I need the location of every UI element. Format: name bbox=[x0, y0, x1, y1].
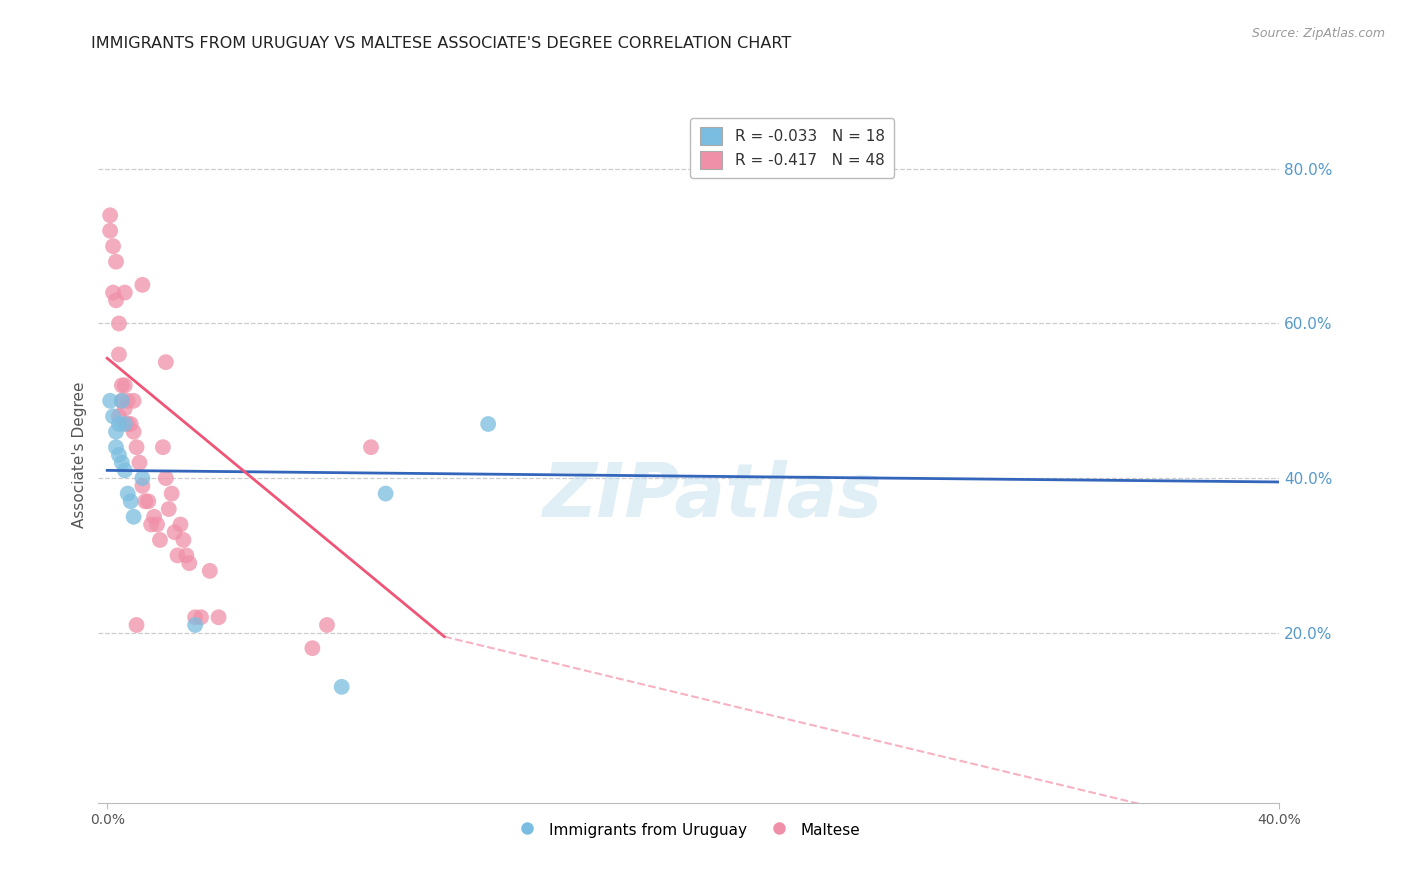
Text: IMMIGRANTS FROM URUGUAY VS MALTESE ASSOCIATE'S DEGREE CORRELATION CHART: IMMIGRANTS FROM URUGUAY VS MALTESE ASSOC… bbox=[91, 36, 792, 51]
Point bbox=[157, 502, 180, 516]
Text: ZIPatlas: ZIPatlas bbox=[543, 460, 883, 533]
Point bbox=[105, 440, 128, 454]
Point bbox=[122, 509, 145, 524]
Point bbox=[98, 393, 121, 408]
Point bbox=[134, 494, 156, 508]
Point bbox=[111, 393, 134, 408]
Point bbox=[101, 239, 124, 253]
Point bbox=[101, 285, 124, 300]
Point bbox=[477, 417, 499, 431]
Point bbox=[122, 425, 145, 439]
Point bbox=[98, 208, 121, 222]
Point bbox=[136, 494, 159, 508]
Point bbox=[117, 486, 139, 500]
Point bbox=[105, 254, 128, 268]
Point bbox=[169, 517, 191, 532]
Point bbox=[131, 479, 153, 493]
Point bbox=[128, 456, 150, 470]
Point bbox=[374, 486, 396, 500]
Point bbox=[120, 417, 142, 431]
Point bbox=[330, 680, 353, 694]
Point bbox=[141, 517, 163, 532]
Point bbox=[108, 347, 131, 361]
Y-axis label: Associate's Degree: Associate's Degree bbox=[72, 382, 87, 528]
Text: Source: ZipAtlas.com: Source: ZipAtlas.com bbox=[1251, 27, 1385, 40]
Point bbox=[111, 378, 134, 392]
Point bbox=[160, 486, 183, 500]
Point bbox=[114, 401, 136, 416]
Point bbox=[316, 618, 339, 632]
Point bbox=[101, 409, 124, 424]
Point bbox=[114, 378, 136, 392]
Point bbox=[301, 641, 323, 656]
Point bbox=[184, 618, 207, 632]
Point bbox=[152, 440, 174, 454]
Point bbox=[111, 393, 134, 408]
Point bbox=[108, 417, 131, 431]
Point bbox=[143, 509, 166, 524]
Point bbox=[155, 471, 177, 485]
Point bbox=[198, 564, 221, 578]
Point bbox=[172, 533, 194, 547]
Point bbox=[108, 409, 131, 424]
Point bbox=[117, 417, 139, 431]
Point bbox=[114, 417, 136, 431]
Point bbox=[149, 533, 172, 547]
Point bbox=[98, 224, 121, 238]
Point bbox=[146, 517, 169, 532]
Point bbox=[125, 440, 148, 454]
Point bbox=[179, 556, 201, 570]
Point bbox=[105, 425, 128, 439]
Point bbox=[122, 393, 145, 408]
Point bbox=[120, 494, 142, 508]
Point bbox=[117, 393, 139, 408]
Point bbox=[131, 277, 153, 292]
Point bbox=[114, 463, 136, 477]
Point bbox=[163, 525, 186, 540]
Point bbox=[184, 610, 207, 624]
Point bbox=[155, 355, 177, 369]
Point bbox=[176, 549, 198, 563]
Point bbox=[125, 618, 148, 632]
Point bbox=[190, 610, 212, 624]
Point bbox=[108, 317, 131, 331]
Point bbox=[131, 471, 153, 485]
Legend: Immigrants from Uruguay, Maltese: Immigrants from Uruguay, Maltese bbox=[512, 815, 866, 844]
Point bbox=[108, 448, 131, 462]
Point bbox=[111, 456, 134, 470]
Point bbox=[166, 549, 188, 563]
Point bbox=[360, 440, 382, 454]
Point bbox=[114, 285, 136, 300]
Point bbox=[105, 293, 128, 308]
Point bbox=[207, 610, 229, 624]
